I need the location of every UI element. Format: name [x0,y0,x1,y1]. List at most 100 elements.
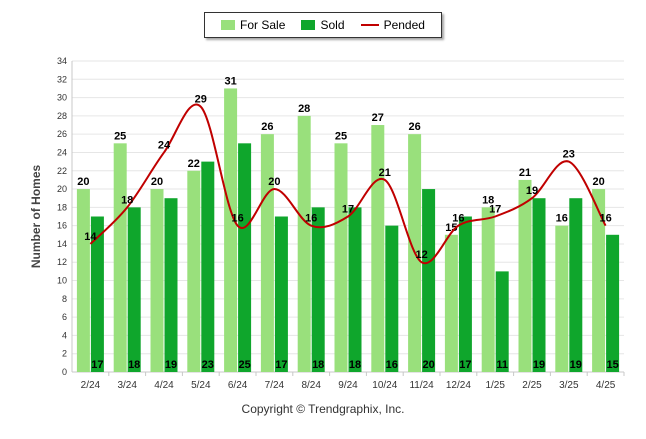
bar-for-sale [334,143,348,372]
data-label-for-sale: 27 [372,112,384,124]
data-label-sold: 19 [533,359,545,371]
x-tick-label: 4/25 [596,380,616,391]
bar-for-sale [371,125,385,372]
y-axis-title: Number of Homes [29,165,43,269]
y-tick-label: 16 [57,221,67,231]
data-label-for-sale: 20 [151,176,163,188]
y-tick-label: 12 [57,257,67,267]
bar-sold [274,216,288,372]
bar-sold [422,189,436,372]
x-tick-label: 6/24 [228,380,248,391]
data-label-sold: 19 [570,359,582,371]
y-tick-label: 6 [62,312,67,322]
x-tick-label: 1/25 [485,380,505,391]
y-tick-label: 2 [62,349,67,359]
data-label-for-sale: 26 [408,121,420,133]
data-label-for-sale: 26 [261,121,273,133]
data-label-for-sale: 21 [519,167,531,179]
data-label-for-sale: 20 [592,176,604,188]
copyright-text: Copyright © Trendgraphix, Inc. [241,402,405,416]
y-tick-label: 10 [57,276,67,286]
data-label-sold: 16 [386,359,398,371]
bar-for-sale [481,207,495,372]
bar-for-sale [113,143,127,372]
data-label-sold: 18 [128,359,140,371]
bar-for-sale [297,115,311,372]
data-label-sold: 17 [275,359,287,371]
bar-sold [458,216,472,372]
data-label-for-sale: 22 [188,158,200,170]
bar-sold [127,207,141,372]
data-label-for-sale: 20 [77,176,89,188]
x-tick-label: 3/25 [559,380,579,391]
legend-swatch-sold [301,20,316,30]
y-tick-label: 14 [57,239,67,249]
data-label-sold: 18 [312,359,324,371]
data-label-for-sale: 28 [298,103,310,115]
data-label-for-sale: 16 [556,213,568,225]
data-label-pended: 21 [379,167,391,179]
legend: For Sale Sold Pended [204,12,442,38]
data-label-pended: 16 [231,213,243,225]
data-label-pended: 20 [268,176,280,188]
y-tick-label: 24 [57,147,67,157]
x-tick-label: 7/24 [265,380,285,391]
bar-sold [311,207,325,372]
bar-for-sale [260,134,274,372]
x-tick-label: 8/24 [301,380,321,391]
bar-sold [164,198,178,372]
bar-sold [90,216,104,372]
data-label-pended: 17 [489,204,501,216]
bar-for-sale [592,189,606,372]
legend-label-for-sale: For Sale [240,18,286,32]
data-label-for-sale: 18 [482,194,494,206]
data-label-pended: 29 [195,94,207,106]
y-tick-label: 8 [62,294,67,304]
data-label-sold: 19 [165,359,177,371]
x-tick-label: 4/24 [154,380,174,391]
y-tick-label: 34 [57,56,67,66]
data-label-sold: 18 [349,359,361,371]
bar-sold [569,198,583,372]
x-tick-label: 3/24 [117,380,137,391]
bar-sold [606,234,620,372]
y-tick-label: 0 [62,367,67,377]
data-label-pended: 16 [599,213,611,225]
x-tick-label: 5/24 [191,380,211,391]
data-label-sold: 11 [496,359,508,371]
data-label-pended: 23 [563,149,575,161]
y-tick-label: 22 [57,166,67,176]
data-label-for-sale: 31 [224,75,236,87]
legend-label-sold: Sold [320,18,345,32]
data-label-pended: 17 [342,204,354,216]
data-label-for-sale: 15 [445,222,457,234]
bar-for-sale [555,225,569,372]
legend-item-for-sale[interactable]: For Sale [221,18,285,32]
bar-sold [495,271,509,372]
y-tick-label: 20 [57,184,67,194]
legend-item-sold[interactable]: Sold [301,18,345,32]
data-label-pended: 24 [158,139,171,151]
data-label-sold: 20 [422,359,434,371]
data-label-pended: 12 [415,249,427,261]
y-tick-label: 18 [57,202,67,212]
data-label-for-sale: 25 [335,130,347,142]
y-tick-label: 28 [57,111,67,121]
x-tick-label: 12/24 [446,380,471,391]
y-tick-label: 30 [57,93,67,103]
x-tick-label: 10/24 [372,380,397,391]
legend-item-pended[interactable]: Pended [360,18,425,32]
data-label-sold: 25 [238,359,250,371]
bar-sold [238,143,252,372]
legend-swatch-for-sale [221,20,236,30]
bar-for-sale [150,189,164,372]
y-tick-label: 4 [62,330,67,340]
data-label-sold: 15 [606,359,618,371]
bar-sold [385,225,399,372]
x-tick-label: 11/24 [409,380,434,391]
data-label-sold: 17 [91,359,103,371]
data-label-for-sale: 25 [114,130,126,142]
bar-for-sale [518,179,532,372]
